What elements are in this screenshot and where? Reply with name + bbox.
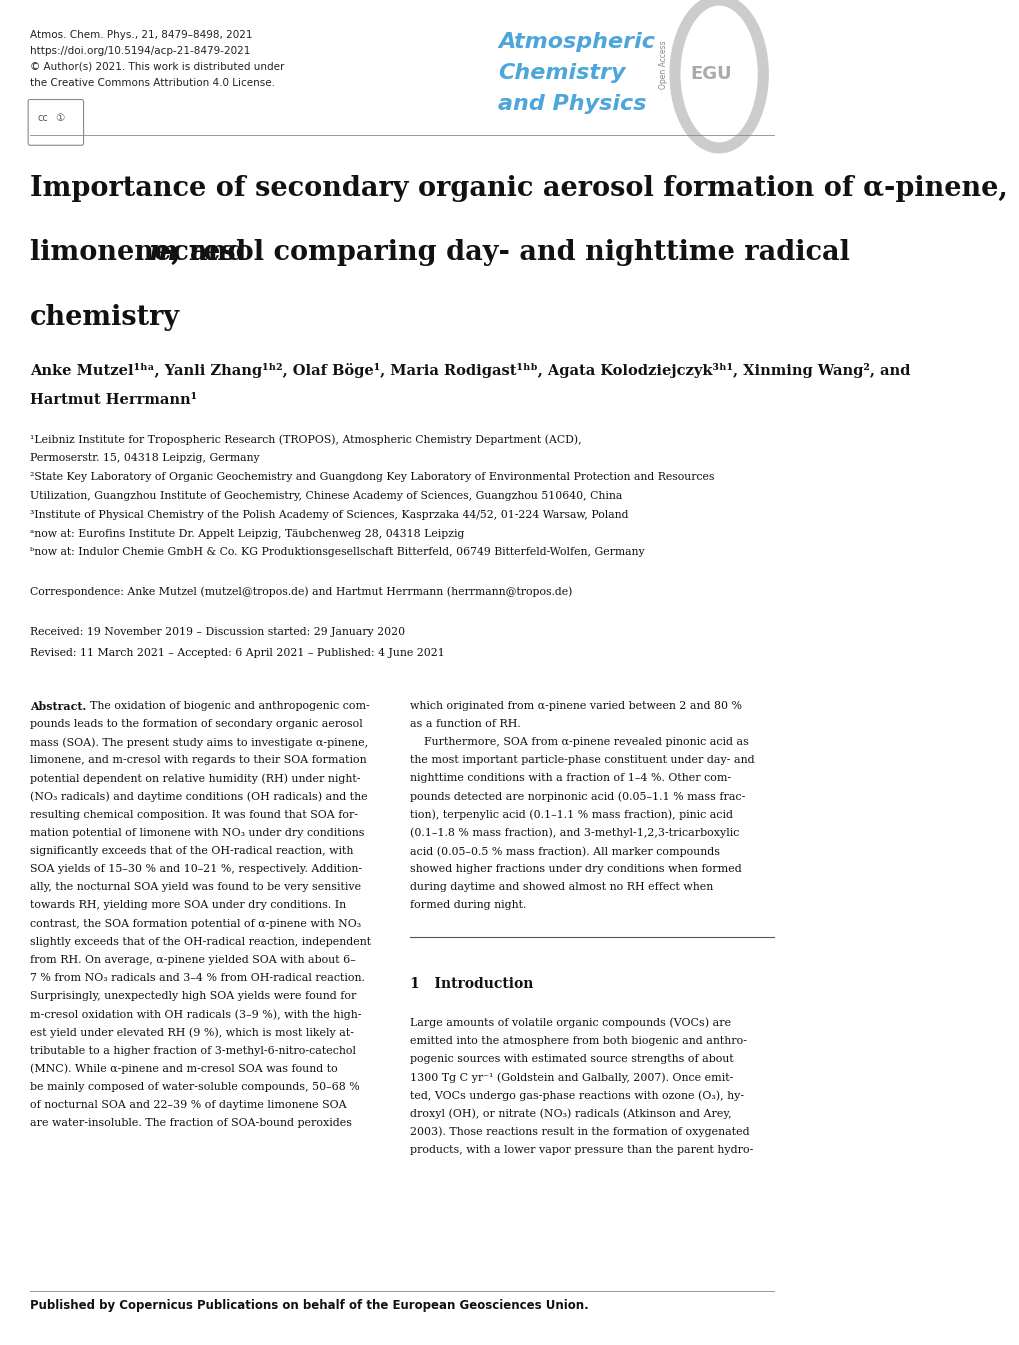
Text: pounds detected are norpinonic acid (0.05–1.1 % mass frac-: pounds detected are norpinonic acid (0.0… bbox=[410, 792, 745, 802]
Text: and Physics: and Physics bbox=[497, 94, 646, 114]
Text: Open Access: Open Access bbox=[658, 40, 667, 89]
Text: m-cresol oxidation with OH radicals (3–9 %), with the high-: m-cresol oxidation with OH radicals (3–9… bbox=[30, 1010, 361, 1020]
Text: Large amounts of volatile organic compounds (VOCs) are: Large amounts of volatile organic compou… bbox=[410, 1018, 731, 1028]
Text: ted, VOCs undergo gas-phase reactions with ozone (O₃), hy-: ted, VOCs undergo gas-phase reactions wi… bbox=[410, 1089, 743, 1100]
Text: ①: ① bbox=[55, 113, 64, 124]
Text: towards RH, yielding more SOA under dry conditions. In: towards RH, yielding more SOA under dry … bbox=[30, 901, 345, 911]
Text: resulting chemical composition. It was found that SOA for-: resulting chemical composition. It was f… bbox=[30, 810, 358, 819]
Text: Importance of secondary organic aerosol formation of α-pinene,: Importance of secondary organic aerosol … bbox=[30, 175, 1007, 202]
Text: Surprisingly, unexpectedly high SOA yields were found for: Surprisingly, unexpectedly high SOA yiel… bbox=[30, 991, 356, 1001]
Text: Furthermore, SOA from α-pinene revealed pinonic acid as: Furthermore, SOA from α-pinene revealed … bbox=[410, 737, 748, 746]
Text: © Author(s) 2021. This work is distributed under: © Author(s) 2021. This work is distribut… bbox=[30, 62, 284, 71]
Text: emitted into the atmosphere from both biogenic and anthro-: emitted into the atmosphere from both bi… bbox=[410, 1036, 746, 1045]
Text: limonene, and: limonene, and bbox=[30, 239, 255, 266]
Text: acid (0.05–0.5 % mass fraction). All marker compounds: acid (0.05–0.5 % mass fraction). All mar… bbox=[410, 846, 719, 857]
Text: during daytime and showed almost no RH effect when: during daytime and showed almost no RH e… bbox=[410, 882, 712, 892]
Text: droxyl (OH), or nitrate (NO₃) radicals (Atkinson and Arey,: droxyl (OH), or nitrate (NO₃) radicals (… bbox=[410, 1108, 731, 1119]
Text: The oxidation of biogenic and anthropogenic com-: The oxidation of biogenic and anthropoge… bbox=[90, 701, 370, 710]
Text: https://doi.org/10.5194/acp-21-8479-2021: https://doi.org/10.5194/acp-21-8479-2021 bbox=[30, 46, 250, 55]
Text: of nocturnal SOA and 22–39 % of daytime limonene SOA: of nocturnal SOA and 22–39 % of daytime … bbox=[30, 1100, 346, 1110]
Text: are water-insoluble. The fraction of SOA-bound peroxides: are water-insoluble. The fraction of SOA… bbox=[30, 1119, 352, 1128]
Text: 1   Introduction: 1 Introduction bbox=[410, 976, 533, 991]
Text: Published by Copernicus Publications on behalf of the European Geosciences Union: Published by Copernicus Publications on … bbox=[30, 1299, 588, 1313]
Text: tion), terpenylic acid (0.1–1.1 % mass fraction), pinic acid: tion), terpenylic acid (0.1–1.1 % mass f… bbox=[410, 810, 732, 820]
Text: slightly exceeds that of the OH-radical reaction, independent: slightly exceeds that of the OH-radical … bbox=[30, 937, 371, 947]
Text: tributable to a higher fraction of 3-methyl-6-nitro-catechol: tributable to a higher fraction of 3-met… bbox=[30, 1046, 356, 1056]
Text: ᵇnow at: Indulor Chemie GmbH & Co. KG Produktionsgesellschaft Bitterfeld, 06749 : ᵇnow at: Indulor Chemie GmbH & Co. KG Pr… bbox=[30, 547, 644, 557]
Text: EGU: EGU bbox=[690, 65, 732, 83]
Text: significantly exceeds that of the OH-radical reaction, with: significantly exceeds that of the OH-rad… bbox=[30, 846, 353, 855]
Text: Utilization, Guangzhou Institute of Geochemistry, Chinese Academy of Sciences, G: Utilization, Guangzhou Institute of Geoc… bbox=[30, 491, 622, 500]
Text: Permoserstr. 15, 04318 Leipzig, Germany: Permoserstr. 15, 04318 Leipzig, Germany bbox=[30, 453, 259, 463]
Text: potential dependent on relative humidity (RH) under night-: potential dependent on relative humidity… bbox=[30, 773, 360, 784]
Text: Atmos. Chem. Phys., 21, 8479–8498, 2021: Atmos. Chem. Phys., 21, 8479–8498, 2021 bbox=[30, 30, 252, 39]
Text: which originated from α-pinene varied between 2 and 80 %: which originated from α-pinene varied be… bbox=[410, 701, 741, 710]
Text: (0.1–1.8 % mass fraction), and 3-methyl-1,2,3-tricarboxylic: (0.1–1.8 % mass fraction), and 3-methyl-… bbox=[410, 829, 739, 838]
Text: as a function of RH.: as a function of RH. bbox=[410, 720, 520, 729]
Text: est yield under elevated RH (9 %), which is most likely at-: est yield under elevated RH (9 %), which… bbox=[30, 1028, 354, 1038]
Text: (MNC). While α-pinene and m-cresol SOA was found to: (MNC). While α-pinene and m-cresol SOA w… bbox=[30, 1064, 337, 1075]
Text: be mainly composed of water-soluble compounds, 50–68 %: be mainly composed of water-soluble comp… bbox=[30, 1081, 359, 1092]
Text: (NO₃ radicals) and daytime conditions (OH radicals) and the: (NO₃ radicals) and daytime conditions (O… bbox=[30, 792, 367, 802]
Text: SOA yields of 15–30 % and 10–21 %, respectively. Addition-: SOA yields of 15–30 % and 10–21 %, respe… bbox=[30, 865, 362, 874]
Text: pogenic sources with estimated source strengths of about: pogenic sources with estimated source st… bbox=[410, 1054, 733, 1064]
Text: Atmospheric: Atmospheric bbox=[497, 32, 654, 52]
Text: contrast, the SOA formation potential of α-pinene with NO₃: contrast, the SOA formation potential of… bbox=[30, 919, 361, 928]
Text: formed during night.: formed during night. bbox=[410, 901, 526, 911]
Text: ¹Leibniz Institute for Tropospheric Research (TROPOS), Atmospheric Chemistry Dep: ¹Leibniz Institute for Tropospheric Rese… bbox=[30, 434, 581, 445]
Text: Abstract.: Abstract. bbox=[30, 701, 86, 712]
Text: Chemistry: Chemistry bbox=[497, 63, 625, 83]
Text: Received: 19 November 2019 – Discussion started: 29 January 2020: Received: 19 November 2019 – Discussion … bbox=[30, 627, 405, 636]
FancyBboxPatch shape bbox=[29, 100, 84, 145]
Text: 2003). Those reactions result in the formation of oxygenated: 2003). Those reactions result in the for… bbox=[410, 1127, 749, 1137]
Text: from RH. On average, α-pinene yielded SOA with about 6–: from RH. On average, α-pinene yielded SO… bbox=[30, 955, 356, 964]
Text: limonene, and m-cresol with regards to their SOA formation: limonene, and m-cresol with regards to t… bbox=[30, 756, 366, 765]
Text: cc: cc bbox=[38, 113, 49, 124]
Text: Hartmut Herrmann¹: Hartmut Herrmann¹ bbox=[30, 393, 197, 406]
Text: -cresol comparing day- and nighttime radical: -cresol comparing day- and nighttime rad… bbox=[161, 239, 849, 266]
Text: 7 % from NO₃ radicals and 3–4 % from OH-radical reaction.: 7 % from NO₃ radicals and 3–4 % from OH-… bbox=[30, 974, 364, 983]
Text: ᵃnow at: Eurofins Institute Dr. Appelt Leipzig, Täubchenweg 28, 04318 Leipzig: ᵃnow at: Eurofins Institute Dr. Appelt L… bbox=[30, 529, 464, 538]
Text: the Creative Commons Attribution 4.0 License.: the Creative Commons Attribution 4.0 Lic… bbox=[30, 78, 274, 87]
Text: mass (SOA). The present study aims to investigate α-pinene,: mass (SOA). The present study aims to in… bbox=[30, 737, 368, 748]
Text: ²State Key Laboratory of Organic Geochemistry and Guangdong Key Laboratory of En: ²State Key Laboratory of Organic Geochem… bbox=[30, 472, 713, 482]
Text: Revised: 11 March 2021 – Accepted: 6 April 2021 – Published: 4 June 2021: Revised: 11 March 2021 – Accepted: 6 Apr… bbox=[30, 648, 444, 658]
Text: ³Institute of Physical Chemistry of the Polish Academy of Sciences, Kasprzaka 44: ³Institute of Physical Chemistry of the … bbox=[30, 510, 628, 519]
Text: pounds leads to the formation of secondary organic aerosol: pounds leads to the formation of seconda… bbox=[30, 720, 362, 729]
Text: nighttime conditions with a fraction of 1–4 %. Other com-: nighttime conditions with a fraction of … bbox=[410, 773, 731, 783]
Text: Anke Mutzel¹ʰᵃ, Yanli Zhang¹ʰ², Olaf Böge¹, Maria Rodigast¹ʰᵇ, Agata Kolodziejcz: Anke Mutzel¹ʰᵃ, Yanli Zhang¹ʰ², Olaf Bög… bbox=[30, 363, 909, 378]
Text: products, with a lower vapor pressure than the parent hydro-: products, with a lower vapor pressure th… bbox=[410, 1145, 752, 1154]
Text: Correspondence: Anke Mutzel (mutzel@tropos.de) and Hartmut Herrmann (herrmann@tr: Correspondence: Anke Mutzel (mutzel@trop… bbox=[30, 586, 572, 597]
Text: mation potential of limonene with NO₃ under dry conditions: mation potential of limonene with NO₃ un… bbox=[30, 829, 364, 838]
Text: showed higher fractions under dry conditions when formed: showed higher fractions under dry condit… bbox=[410, 865, 741, 874]
Text: the most important particle-phase constituent under day- and: the most important particle-phase consti… bbox=[410, 756, 754, 765]
Text: m: m bbox=[149, 239, 177, 266]
Text: ally, the nocturnal SOA yield was found to be very sensitive: ally, the nocturnal SOA yield was found … bbox=[30, 882, 361, 892]
Text: chemistry: chemistry bbox=[30, 304, 179, 331]
Text: 1300 Tg C yr⁻¹ (Goldstein and Galbally, 2007). Once emit-: 1300 Tg C yr⁻¹ (Goldstein and Galbally, … bbox=[410, 1072, 733, 1083]
